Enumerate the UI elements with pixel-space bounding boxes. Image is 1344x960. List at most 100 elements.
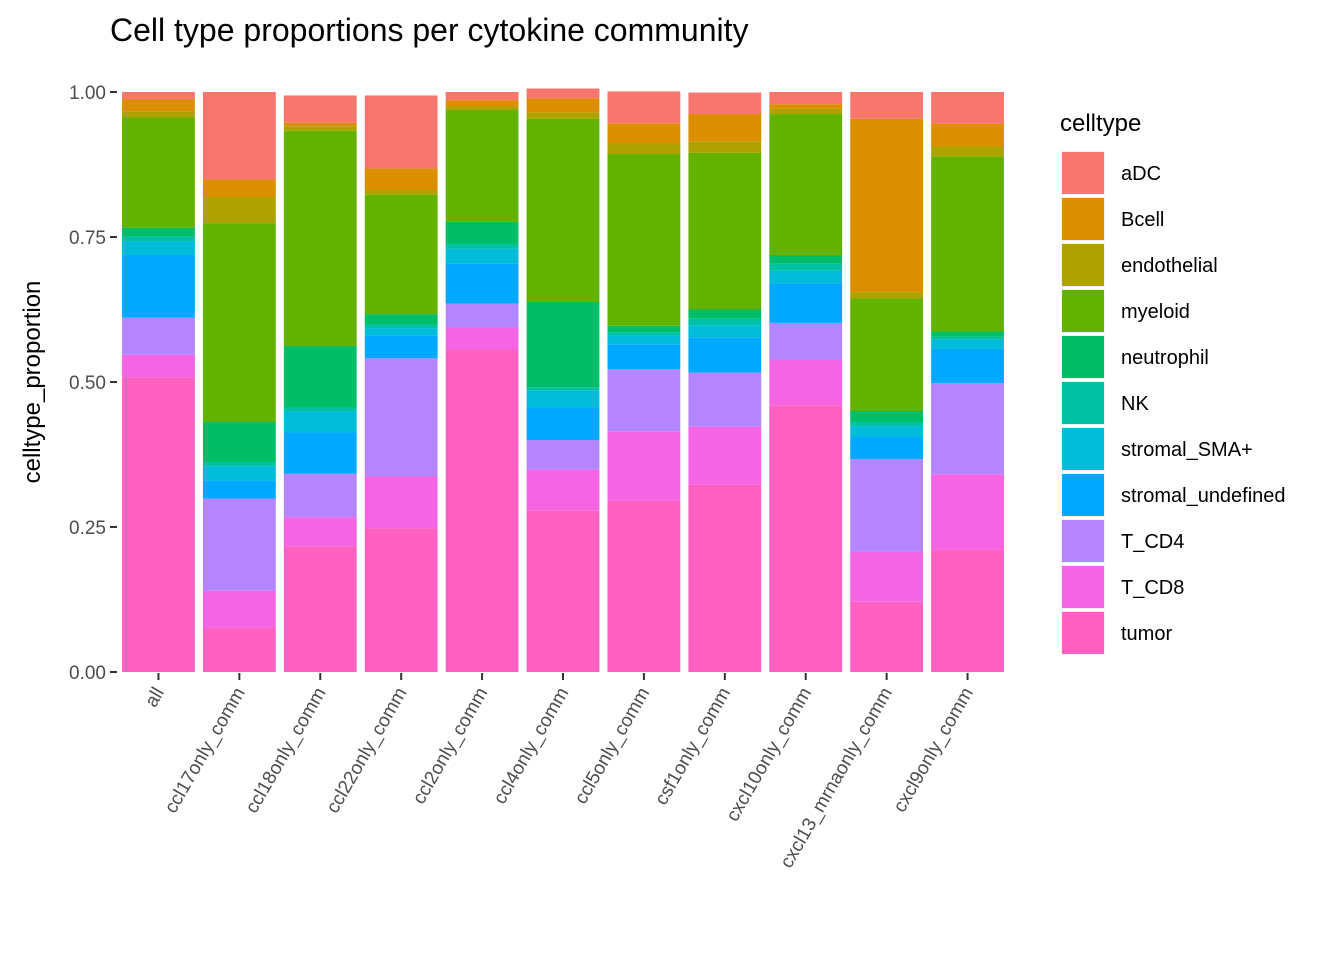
bar-segment-csf1only_comm-T_CD8 [688,426,762,485]
bar-segment-cxcl13_mrnaonly_comm-myeloid [850,298,924,411]
bar-segment-ccl17only_comm-NK [202,462,276,467]
bar-segment-all-Bcell [122,98,195,112]
bar-segment-ccl5only_comm-T_CD4 [607,369,681,432]
bar-segment-cxcl10only_comm-neutrophil [769,254,843,264]
bar-segment-ccl17only_comm-myeloid [202,223,276,423]
bar-segment-cxcl13_mrnaonly_comm-neutrophil [850,411,924,423]
bar-segment-ccl2only_comm-Bcell [445,100,519,107]
bar-segment-ccl5only_comm-aDC [607,91,681,124]
legend-label-myeloid: myeloid [1121,301,1190,323]
bar-segment-cxcl9only_comm-neutrophil [931,331,1004,337]
legend-swatch-myeloid [1062,290,1104,332]
bar-segment-all-T_CD8 [122,354,195,378]
bar-segment-cxcl13_mrnaonly_comm-NK [850,422,924,427]
bar-segment-all-aDC [122,92,195,99]
bar-segment-ccl5only_comm-myeloid [607,154,681,326]
bar-segment-ccl22only_comm-Bcell [364,168,438,191]
bar-segment-ccl5only_comm-Bcell [607,123,681,144]
legend-label-aDC: aDC [1121,163,1161,185]
bar-segment-cxcl9only_comm-aDC [931,92,1004,124]
legend-label-Bcell: Bcell [1121,209,1164,231]
legend-label-endothelial: endothelial [1121,255,1218,277]
bar-segment-ccl4only_comm-neutrophil [526,301,600,388]
bar-segment-all-myeloid [122,117,195,228]
bar-segment-ccl2only_comm-stromal_SMA+ [445,248,519,264]
bar-segment-ccl4only_comm-endothelial [526,112,600,119]
x-tick-label: ccl4only_comm [490,684,574,808]
legend-label-tumor: tumor [1121,623,1172,645]
bar-segment-ccl2only_comm-endothelial [445,106,519,110]
legend: celltype aDC Bcell endothelial myeloid neutr… [1060,110,1286,655]
bar-segment-ccl18only_comm-T_CD4 [283,473,357,518]
bar-segment-cxcl9only_comm-Bcell [931,123,1004,147]
bar-segment-cxcl13_mrnaonly_comm-stromal_undefined [850,436,924,460]
bars-layer [122,88,1004,672]
bar-segment-all-NK [122,236,195,242]
bar-segment-ccl17only_comm-T_CD8 [202,590,276,628]
bar-segment-csf1only_comm-endothelial [688,141,762,153]
bar-segment-cxcl10only_comm-stromal_SMA+ [769,270,843,284]
y-tick-label: 0.75 [69,228,106,249]
bar-segment-ccl4only_comm-stromal_undefined [526,407,600,440]
bar-segment-ccl22only_comm-tumor [364,528,438,672]
bar-segment-cxcl9only_comm-tumor [931,549,1004,672]
bar-segment-ccl17only_comm-T_CD4 [202,498,276,591]
bar-segment-ccl4only_comm-tumor [526,510,600,672]
bar-segment-csf1only_comm-tumor [688,484,762,672]
bar-segment-ccl5only_comm-stromal_undefined [607,344,681,370]
bar-segment-ccl22only_comm-stromal_undefined [364,335,438,359]
bar-segment-csf1only_comm-NK [688,318,762,326]
legend-swatch-neutrophil [1062,336,1104,378]
bar-segment-ccl2only_comm-tumor [445,349,519,672]
y-tick-label: 0.00 [69,663,106,684]
legend-label-NK: NK [1121,393,1149,415]
bar-segment-ccl22only_comm-neutrophil [364,314,438,325]
bar-segment-csf1only_comm-stromal_SMA+ [688,325,762,338]
bar-segment-cxcl13_mrnaonly_comm-endothelial [850,292,924,299]
bar-segment-ccl4only_comm-aDC [526,88,600,99]
x-tick-label: ccl22only_comm [323,684,412,817]
bar-segment-cxcl10only_comm-stromal_undefined [769,283,843,323]
bar-segment-ccl5only_comm-T_CD8 [607,431,681,501]
bar-segment-ccl4only_comm-myeloid [526,118,600,302]
legend-swatch-T_CD8 [1062,566,1104,608]
bar-segment-ccl17only_comm-Bcell [202,179,276,197]
x-tick-label: ccl2only_comm [409,684,493,808]
legend-title: celltype [1060,110,1141,137]
bar-segment-ccl4only_comm-NK [526,387,600,391]
bar-segment-cxcl10only_comm-NK [769,263,843,271]
bar-segment-ccl22only_comm-stromal_SMA+ [364,328,438,336]
bar-segment-ccl18only_comm-aDC [283,95,357,123]
bar-segment-ccl2only_comm-T_CD8 [445,327,519,350]
bar-segment-ccl17only_comm-stromal_SMA+ [202,466,276,481]
bar-segment-ccl18only_comm-stromal_undefined [283,432,357,474]
legend-label-stromal_SMA+: stromal_SMA+ [1121,439,1253,461]
y-axis: 0.00 0.25 0.50 0.75 1.00 [69,83,117,684]
legend-label-T_CD8: T_CD8 [1121,577,1184,599]
bar-segment-all-tumor [122,377,195,672]
bar-segment-cxcl9only_comm-NK [931,336,1004,340]
bar-segment-ccl18only_comm-T_CD8 [283,517,357,547]
bar-segment-ccl22only_comm-myeloid [364,194,438,315]
bar-segment-ccl2only_comm-NK [445,243,519,249]
bar-segment-cxcl9only_comm-stromal_SMA+ [931,339,1004,349]
legend-swatch-stromal_undefined [1062,474,1104,516]
bar-segment-cxcl10only_comm-tumor [769,405,843,672]
legend-label-stromal_undefined: stromal_undefined [1121,485,1286,507]
bar-segment-ccl4only_comm-T_CD4 [526,440,600,470]
bar-segment-ccl5only_comm-stromal_SMA+ [607,335,681,345]
bar-segment-ccl22only_comm-NK [364,324,438,329]
bar-segment-all-endothelial [122,111,195,118]
legend-swatch-stromal_SMA+ [1062,428,1104,470]
bar-segment-ccl5only_comm-NK [607,332,681,336]
bar-segment-ccl22only_comm-endothelial [364,190,438,195]
bar-segment-ccl18only_comm-neutrophil [283,346,357,408]
bar-segment-ccl18only_comm-stromal_SMA+ [283,411,357,433]
bar-segment-cxcl10only_comm-myeloid [769,114,843,255]
bar-segment-csf1only_comm-aDC [688,92,762,115]
x-tick-label: ccl18only_comm [242,684,331,817]
bar-segment-cxcl10only_comm-T_CD4 [769,322,843,360]
bar-segment-cxcl13_mrnaonly_comm-T_CD4 [850,459,924,552]
bar-segment-cxcl10only_comm-endothelial [769,108,843,115]
bar-segment-ccl2only_comm-myeloid [445,109,519,222]
